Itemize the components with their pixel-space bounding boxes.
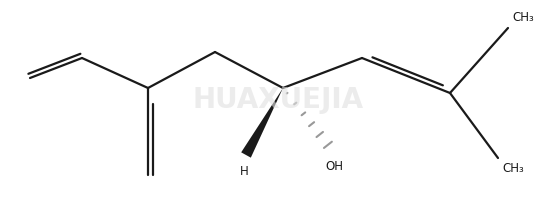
Text: OH: OH [325,160,343,173]
Text: CH₃: CH₃ [512,11,534,24]
Polygon shape [241,88,283,158]
Text: H: H [240,165,249,178]
Text: CH₃: CH₃ [502,162,524,175]
Text: HUAXUEJIA: HUAXUEJIA [192,86,364,114]
